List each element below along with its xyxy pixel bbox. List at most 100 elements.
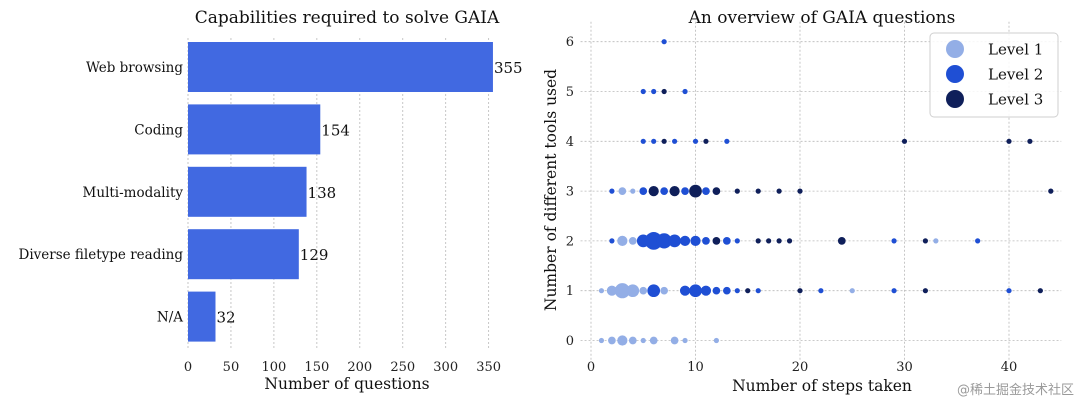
bar: [188, 42, 493, 92]
scatter-point: [640, 88, 646, 95]
legend-marker: [946, 40, 964, 58]
legend-marker: [946, 65, 964, 83]
scatter-point: [702, 237, 710, 245]
questions-scatter-chart: 0 10 20 30 40 0 1 2 3 4 5 6 An overview of GAIA qu…: [542, 8, 1062, 395]
scatter-point: [617, 235, 628, 246]
bar-x-tick-label: 300: [433, 360, 458, 375]
scatter-chart-y-label: Number of different tools used: [542, 69, 560, 311]
scatter-chart-x-ticks: 0 10 20 30 40: [587, 360, 1017, 375]
scatter-chart-points: [598, 39, 1054, 346]
scatter-point: [660, 286, 669, 295]
scatter-chart-y-ticks: 0 1 2 3 4 5 6: [566, 35, 574, 349]
scatter-point: [766, 238, 772, 244]
scatter-point: [776, 238, 782, 244]
scatter-point: [922, 238, 929, 244]
scatter-point: [689, 284, 702, 298]
bar-value-label: 32: [216, 309, 235, 327]
scatter-point: [901, 138, 908, 144]
scatter-point: [891, 238, 897, 244]
scatter-chart-title: An overview of GAIA questions: [688, 8, 956, 28]
bar-value-label: 138: [308, 184, 337, 202]
bar-chart-x-label: Number of questions: [264, 375, 429, 393]
scatter-point: [649, 336, 658, 345]
scatter-point: [660, 187, 669, 195]
bar-category-label: Web browsing: [86, 60, 183, 76]
capabilities-bar-chart: 0 50 100 150 200 250 300 350 Web browsing Coding…: [19, 8, 523, 393]
bar-x-tick-label: 0: [184, 360, 192, 375]
scatter-point: [1048, 188, 1054, 194]
scatter-point: [682, 88, 688, 95]
scatter-point: [630, 188, 636, 194]
scatter-point: [712, 237, 721, 245]
scatter-point: [713, 337, 720, 344]
bar-chart-title: Capabilities required to solve GAIA: [195, 8, 500, 28]
scatter-point: [639, 187, 648, 195]
scatter-point: [640, 337, 646, 344]
bar: [188, 229, 299, 280]
scatter-point: [618, 187, 627, 195]
scatter-y-tick-label: 3: [566, 185, 574, 200]
scatter-point: [661, 39, 667, 45]
scatter-point: [626, 284, 640, 298]
watermark-text: @稀土掘金技术社区: [957, 382, 1074, 398]
scatter-point: [639, 286, 648, 295]
scatter-point: [755, 238, 761, 244]
scatter-point: [755, 288, 761, 294]
scatter-point: [786, 238, 793, 244]
scatter-point: [598, 337, 605, 344]
bar-value-label: 129: [300, 246, 329, 264]
scatter-x-tick-label: 20: [792, 360, 809, 375]
scatter-x-tick-label: 0: [587, 360, 595, 375]
scatter-point: [922, 288, 929, 294]
scatter-point: [712, 187, 721, 195]
bar-value-label: 355: [494, 59, 523, 77]
bar-category-label: N/A: [157, 310, 183, 326]
scatter-point: [692, 138, 699, 144]
scatter-point: [1006, 288, 1012, 294]
scatter-point: [1006, 138, 1012, 144]
bar-chart-categories: Web browsing Coding Multi-modality Diverse …: [19, 60, 184, 326]
scatter-point: [681, 187, 689, 195]
scatter-point: [734, 288, 740, 294]
scatter-point: [837, 237, 846, 245]
bar-chart-bars: [188, 42, 493, 342]
scatter-y-tick-label: 4: [566, 135, 574, 150]
scatter-chart-legend: Level 1 Level 2 Level 3: [929, 32, 1059, 118]
scatter-point: [640, 138, 646, 144]
bar-category-label: Multi-modality: [83, 185, 184, 201]
scatter-point: [606, 285, 618, 296]
legend-label: Level 2: [988, 66, 1043, 84]
scatter-point: [647, 284, 661, 298]
bar-chart-x-ticks: 0 50 100 150 200 250 300 350: [184, 360, 501, 375]
scatter-point: [690, 235, 701, 246]
scatter-point: [608, 336, 616, 345]
scatter-point: [975, 238, 981, 244]
scatter-point: [1037, 288, 1043, 294]
scatter-point: [723, 286, 731, 295]
scatter-y-tick-label: 6: [566, 35, 574, 50]
scatter-point: [745, 288, 751, 294]
scatter-point: [648, 186, 659, 197]
scatter-point: [682, 337, 688, 344]
bar-x-tick-label: 200: [347, 360, 372, 375]
bar-category-label: Coding: [134, 122, 183, 138]
scatter-point: [679, 285, 691, 296]
scatter-point: [614, 283, 630, 299]
bar: [188, 166, 307, 217]
scatter-point: [656, 233, 672, 249]
scatter-point: [689, 184, 702, 198]
scatter-x-tick-label: 30: [896, 360, 913, 375]
scatter-point: [609, 188, 615, 194]
legend-label: Level 1: [988, 41, 1043, 59]
scatter-point: [617, 335, 628, 346]
scatter-point: [1027, 138, 1033, 144]
scatter-point: [723, 237, 731, 245]
scatter-point: [703, 138, 709, 144]
scatter-point: [891, 288, 897, 294]
scatter-point: [609, 238, 615, 244]
scatter-chart-x-label: Number of steps taken: [732, 377, 912, 395]
scatter-point: [669, 186, 680, 197]
bar-chart-value-labels: 355 154 138 129 32: [216, 59, 522, 327]
scatter-point: [700, 285, 712, 296]
